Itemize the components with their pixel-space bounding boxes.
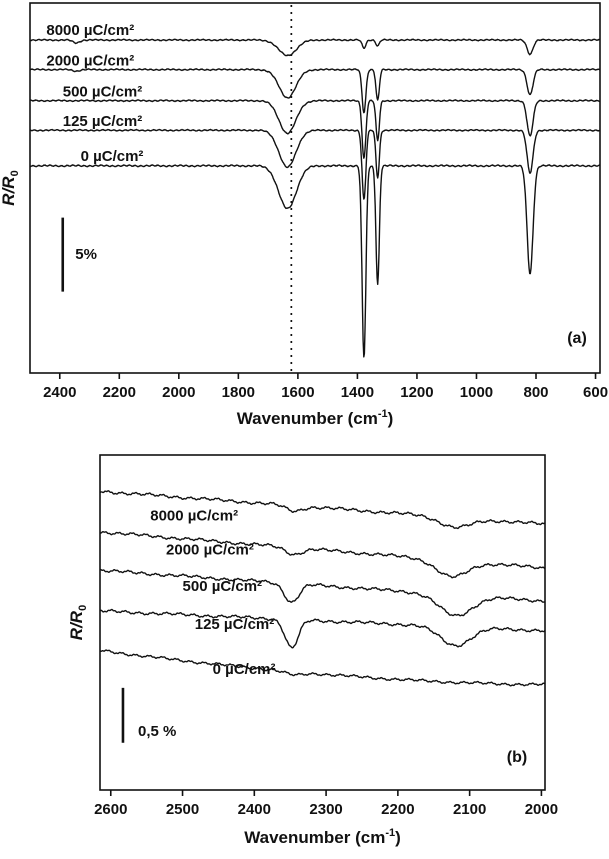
spectrum-curve-2	[99, 568, 546, 617]
x-tick-label: 2200	[103, 384, 136, 401]
spectrum-curve-3	[29, 128, 601, 200]
spectrum-curve-2	[29, 99, 601, 159]
spectrum-curve-0	[99, 490, 546, 530]
curve-label-1: 2000 µC/cm²	[46, 52, 134, 69]
x-axis-title: Wavenumber (cm-1)	[244, 827, 401, 847]
scale-bar-label: 5%	[75, 246, 97, 263]
x-tick-label: 2400	[238, 801, 271, 818]
curve-label-4: 0 µC/cm²	[213, 661, 276, 678]
spectrum-curve-1	[99, 530, 546, 579]
x-tick-label: 2000	[162, 384, 195, 401]
x-tick-label: 2400	[43, 384, 76, 401]
spectrum-curve-0	[29, 38, 601, 57]
curve-label-4: 0 µC/cm²	[81, 148, 144, 165]
x-tick-label: 800	[523, 384, 548, 401]
spectrum-curve-4	[99, 649, 546, 687]
x-tick-label: 1800	[222, 384, 255, 401]
axis-box	[99, 454, 546, 791]
x-axis-title: Wavenumber (cm-1)	[237, 408, 394, 428]
x-tick-label: 2600	[94, 801, 127, 818]
axis-box	[29, 2, 601, 374]
x-tick-label: 1600	[281, 384, 314, 401]
curve-label-0: 8000 µC/cm²	[150, 507, 238, 524]
x-tick-label: 2100	[453, 801, 486, 818]
x-tick-label: 2300	[309, 801, 342, 818]
panel-letter: (b)	[507, 749, 527, 766]
curve-label-2: 500 µC/cm²	[63, 84, 143, 101]
curve-label-0: 8000 µC/cm²	[46, 22, 134, 39]
x-tick-label: 600	[583, 384, 608, 401]
panel-a-plot: 2400 2200 2000 1800 1600 1400 1200 1000 800 600 5%…	[0, 2, 608, 428]
panel-letter: (a)	[567, 330, 587, 347]
x-tick-label: 2500	[166, 801, 199, 818]
y-axis-title: R/R0	[0, 170, 21, 205]
x-tick-label: 1000	[460, 384, 493, 401]
curve-label-3: 125 µC/cm²	[195, 616, 275, 633]
panel-b-plot: 2600 2500 2400 2300 2200 2100 2000 0,5 % 8000 µC…	[67, 454, 558, 847]
curve-label-3: 125 µC/cm²	[63, 113, 143, 130]
x-tick-label: 2200	[381, 801, 414, 818]
x-tick-label: 1200	[400, 384, 433, 401]
spectrum-curve-1	[29, 67, 601, 114]
curve-label-1: 2000 µC/cm²	[166, 542, 254, 559]
scale-bar-label: 0,5 %	[138, 723, 176, 740]
x-tick-label: 2000	[525, 801, 558, 818]
spectrum-curve-3	[99, 608, 546, 649]
spectrum-curve-4	[29, 164, 601, 358]
curve-label-2: 500 µC/cm²	[183, 578, 263, 595]
y-axis-title: R/R0	[67, 605, 89, 640]
x-tick-label: 1400	[341, 384, 374, 401]
